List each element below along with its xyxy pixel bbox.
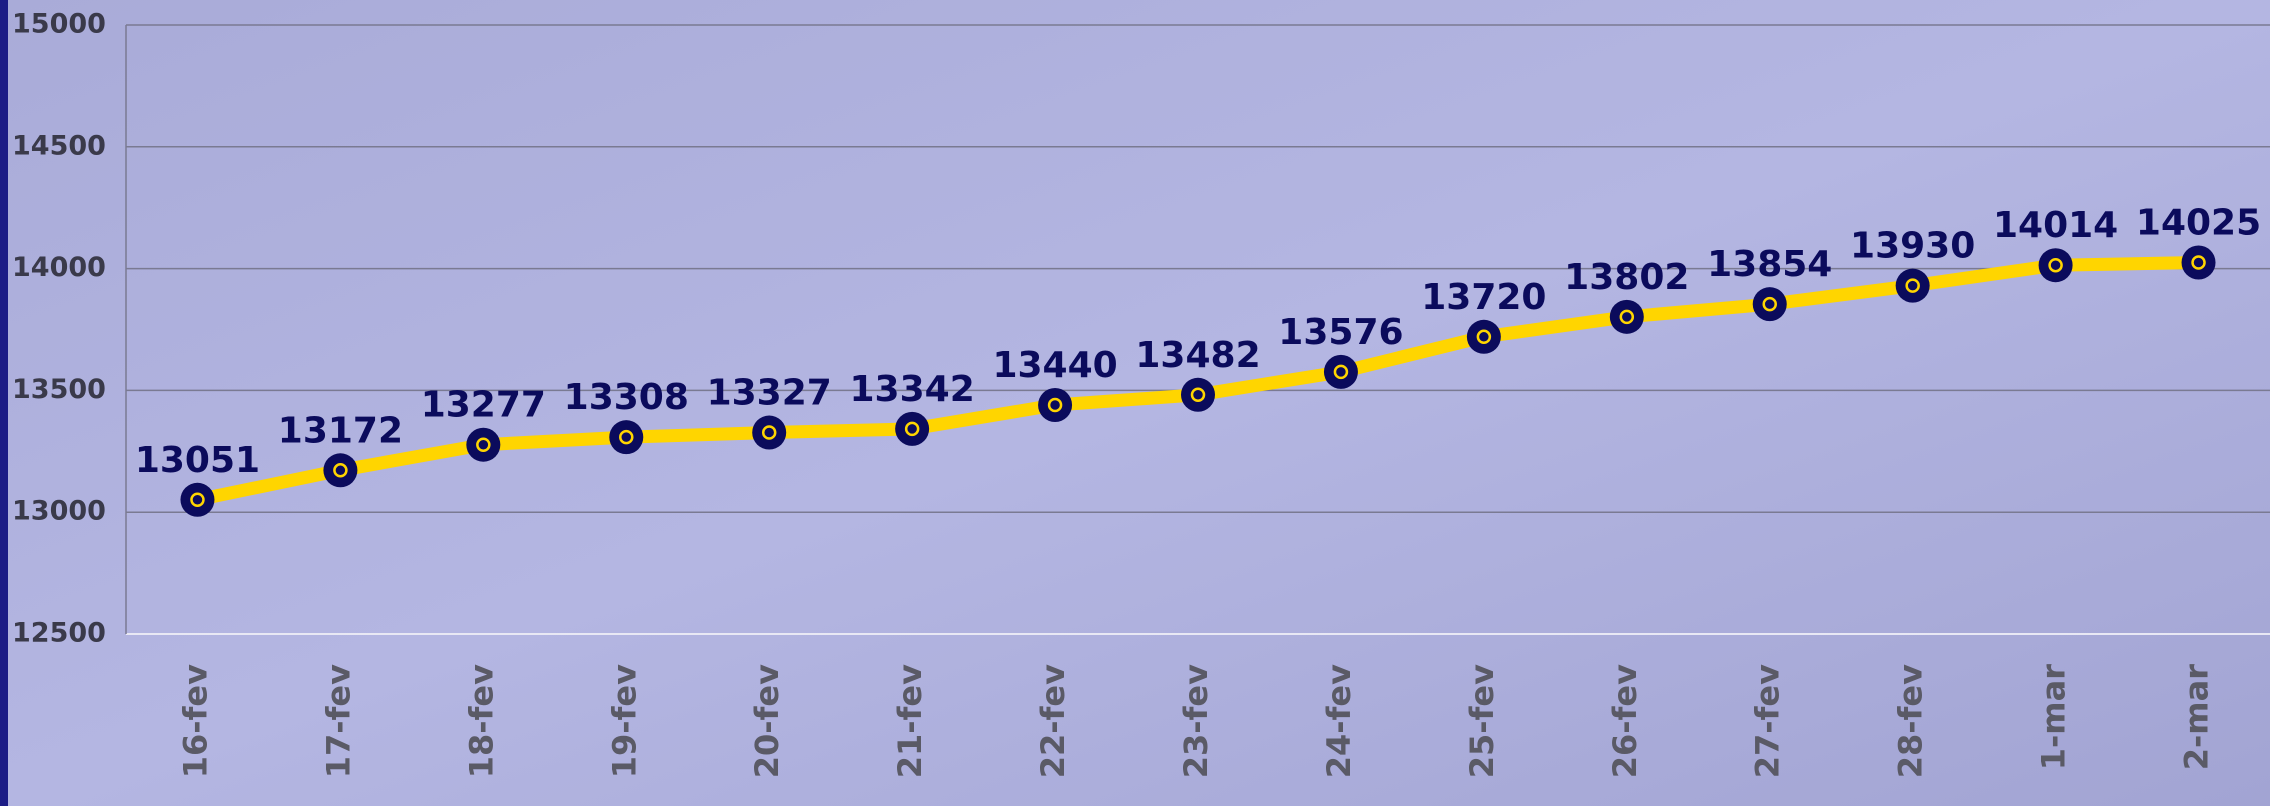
marker-inner xyxy=(1190,387,1206,403)
x-tick-label: 16-fev xyxy=(176,664,214,778)
y-tick-label: 12500 xyxy=(12,618,106,649)
marker-inner xyxy=(619,429,634,445)
data-label: 13342 xyxy=(850,369,975,410)
y-tick-label: 14500 xyxy=(12,130,106,161)
marker xyxy=(466,427,501,462)
marker xyxy=(1895,268,1930,303)
y-tick-label: 13000 xyxy=(12,496,106,527)
y-tick-label: 14000 xyxy=(12,252,106,283)
marker xyxy=(2038,248,2073,283)
marker xyxy=(1752,287,1787,322)
marker xyxy=(1609,299,1644,334)
marker-inner xyxy=(333,463,348,478)
x-tick-label: 17-fev xyxy=(319,664,357,778)
x-tick-label: 27-fev xyxy=(1749,664,1787,778)
marker-inner xyxy=(2048,257,2063,273)
data-label: 13172 xyxy=(278,410,403,451)
x-tick-label: 24-fev xyxy=(1320,664,1358,778)
data-label: 13277 xyxy=(421,385,546,426)
marker xyxy=(1038,388,1073,423)
marker-inner xyxy=(2191,255,2206,270)
marker-inner xyxy=(1047,397,1063,413)
x-tick-label: 21-fev xyxy=(891,664,929,778)
data-label: 14025 xyxy=(2136,203,2261,244)
data-label: 13930 xyxy=(1850,226,1975,267)
marker xyxy=(1181,377,1215,412)
x-tick-label: 1-mar xyxy=(2035,664,2073,770)
x-tick-label: 19-fev xyxy=(605,664,643,778)
data-label: 13440 xyxy=(992,345,1117,386)
data-label: 13854 xyxy=(1707,244,1832,285)
marker-inner xyxy=(1476,329,1492,345)
data-label: 13051 xyxy=(135,440,260,481)
marker xyxy=(180,482,215,517)
y-tick-label: 13500 xyxy=(12,374,106,405)
data-label: 13576 xyxy=(1278,312,1403,353)
marker xyxy=(609,420,644,455)
marker xyxy=(1466,319,1501,354)
marker xyxy=(752,415,787,450)
data-label: 13482 xyxy=(1135,335,1260,376)
x-tick-label: 23-fev xyxy=(1177,664,1215,778)
marker-inner xyxy=(476,437,491,452)
data-label: 13802 xyxy=(1564,257,1689,298)
x-tick-label: 18-fev xyxy=(462,664,500,778)
data-label: 13327 xyxy=(707,373,832,414)
x-tick-label: 26-fev xyxy=(1606,664,1644,778)
x-tick-label: 25-fev xyxy=(1463,664,1501,778)
x-tick-label: 28-fev xyxy=(1892,664,1930,778)
data-label: 13308 xyxy=(564,377,689,418)
marker-inner xyxy=(1333,364,1349,380)
x-tick-label: 22-fev xyxy=(1034,664,1072,778)
x-tick-label: 2-mar xyxy=(2178,664,2216,770)
data-label: 13720 xyxy=(1421,277,1546,318)
y-tick-label: 15000 xyxy=(12,9,106,40)
marker xyxy=(2181,245,2216,280)
marker-inner xyxy=(1762,296,1777,312)
marker-inner xyxy=(1905,278,1920,293)
left-stripe xyxy=(0,0,8,806)
marker-inner xyxy=(761,425,777,440)
marker xyxy=(323,453,358,488)
marker-inner xyxy=(1619,309,1635,325)
marker-inner xyxy=(904,421,920,437)
data-label: 14014 xyxy=(1993,205,2118,246)
marker-inner xyxy=(190,492,205,508)
marker xyxy=(1323,354,1358,389)
x-tick-label: 20-fev xyxy=(748,664,786,778)
marker xyxy=(895,411,930,446)
